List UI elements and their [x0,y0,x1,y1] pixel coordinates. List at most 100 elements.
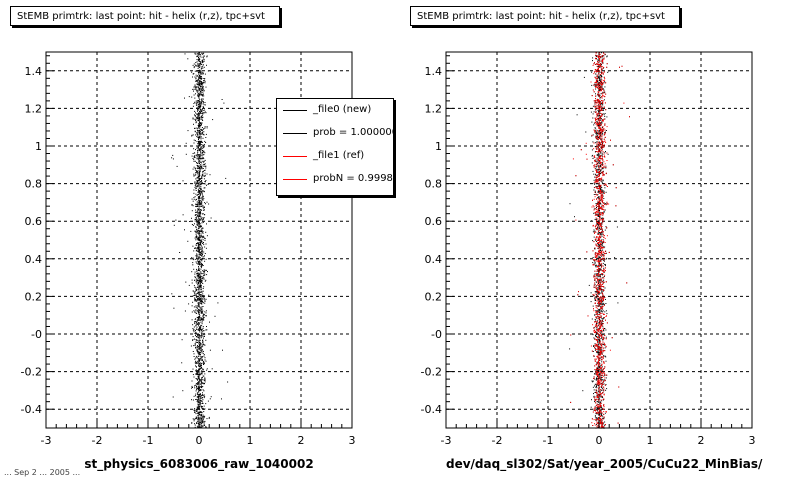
left-point [199,200,201,201]
right-point [600,317,602,319]
left-point [201,366,202,368]
right-point [601,321,603,323]
left-point [196,270,198,272]
left-point [197,108,199,110]
right-point [599,373,601,375]
left-point [200,187,202,189]
right-point [596,413,598,415]
left-point [200,111,202,112]
left-point [195,390,197,392]
left-point [197,201,199,203]
left-point [196,423,198,424]
right-point [598,293,600,295]
right-point [598,141,599,143]
left-point [197,426,199,428]
right-point [596,194,598,196]
right-point [593,194,595,195]
left-point [194,286,196,288]
left-plot-title: StEMB primtrk: last point: hit - helix (… [10,6,280,26]
left-point [195,102,197,104]
right-point [597,289,599,291]
right-point [606,202,608,204]
left-point [195,325,197,327]
right-point [606,184,607,186]
left-point [200,237,202,239]
left-point [200,310,202,312]
right-point [599,278,601,280]
left-point [195,309,197,311]
left-point [204,169,206,171]
left-point [204,183,206,185]
left-point [198,184,200,186]
left-point [197,370,199,372]
right-point [598,111,600,112]
left-point [201,308,203,310]
left-point [198,224,200,226]
right-point [597,247,599,249]
right-point [599,309,601,311]
left-point [198,250,200,251]
left-point [197,63,198,65]
left-point [202,232,204,234]
left-point [198,389,200,391]
right-point [595,255,597,257]
left-point [195,399,197,400]
right-point [595,129,597,131]
left-point [200,357,202,359]
left-point [195,313,197,314]
left-point [192,328,194,330]
right-point [600,241,602,243]
right-point [598,286,600,288]
left-point [203,269,205,271]
left-point [200,268,202,270]
left-point [199,373,201,375]
right-point [600,409,602,411]
left-y-tick-label-1: -0.2 [21,366,42,379]
left-point [200,241,202,243]
left-point [194,411,196,413]
left-point [200,251,202,253]
left-point [196,256,198,258]
left-point [204,424,206,426]
left-point [200,118,202,120]
left-point [200,155,202,157]
right-point [601,63,602,65]
right-point [596,183,598,185]
right-point [599,239,601,241]
right-point [594,181,596,183]
left-point [198,319,200,321]
right-point [599,170,601,172]
left-point [200,167,202,169]
left-point [202,88,204,90]
left-point [197,261,199,262]
left-point [196,201,198,203]
left-point [198,362,200,364]
left-point [196,383,198,385]
left-point [201,192,203,194]
left-point [200,319,202,320]
left-point [197,79,199,81]
right-point [602,217,604,219]
right-point [598,156,600,158]
left-point [204,246,206,248]
right-point [601,179,603,181]
right-point [597,361,599,363]
right-point [598,238,600,240]
left-point [197,204,199,205]
left-point [198,206,200,208]
right-point [603,270,604,272]
left-point [200,419,202,421]
left-point [196,91,198,93]
left-point [199,124,201,126]
left-point [199,295,201,297]
right-point [601,131,603,133]
left-point [198,417,199,419]
right-point [603,165,605,167]
left-point [198,103,200,105]
left-point [201,350,202,352]
left-point [193,356,195,357]
left-point [200,76,202,78]
left-point [196,224,198,226]
left-point [197,191,199,193]
left-point [200,271,202,273]
